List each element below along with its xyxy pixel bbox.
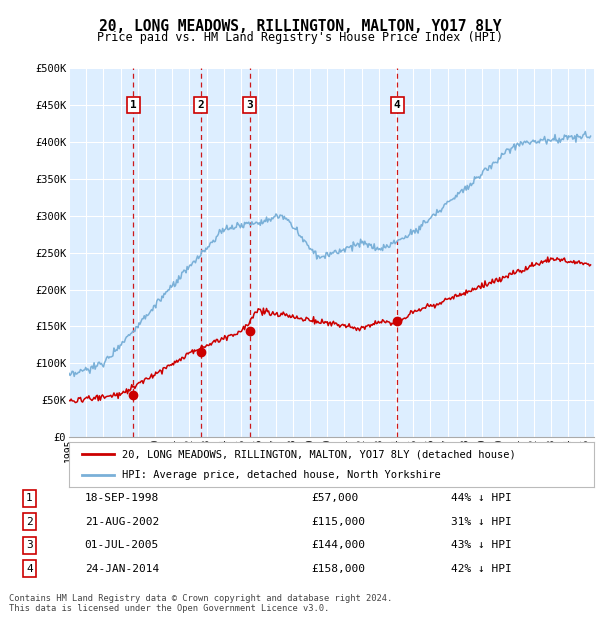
Text: 43% ↓ HPI: 43% ↓ HPI — [451, 540, 512, 550]
Text: Contains HM Land Registry data © Crown copyright and database right 2024.
This d: Contains HM Land Registry data © Crown c… — [9, 594, 392, 613]
Text: 20, LONG MEADOWS, RILLINGTON, MALTON, YO17 8LY (detached house): 20, LONG MEADOWS, RILLINGTON, MALTON, YO… — [121, 449, 515, 459]
Text: 2: 2 — [26, 516, 33, 527]
Text: 1: 1 — [130, 100, 136, 110]
Text: 18-SEP-1998: 18-SEP-1998 — [85, 493, 159, 503]
Text: £115,000: £115,000 — [311, 516, 365, 527]
Text: £57,000: £57,000 — [311, 493, 359, 503]
Text: 3: 3 — [247, 100, 253, 110]
Text: 01-JUL-2005: 01-JUL-2005 — [85, 540, 159, 550]
Text: Price paid vs. HM Land Registry's House Price Index (HPI): Price paid vs. HM Land Registry's House … — [97, 31, 503, 44]
Text: HPI: Average price, detached house, North Yorkshire: HPI: Average price, detached house, Nort… — [121, 469, 440, 480]
Text: 24-JAN-2014: 24-JAN-2014 — [85, 564, 159, 574]
Text: 44% ↓ HPI: 44% ↓ HPI — [451, 493, 512, 503]
Text: 20, LONG MEADOWS, RILLINGTON, MALTON, YO17 8LY: 20, LONG MEADOWS, RILLINGTON, MALTON, YO… — [99, 19, 501, 33]
Text: 1: 1 — [26, 493, 33, 503]
Text: £158,000: £158,000 — [311, 564, 365, 574]
Text: £144,000: £144,000 — [311, 540, 365, 550]
Text: 4: 4 — [394, 100, 401, 110]
Text: 3: 3 — [26, 540, 33, 550]
Text: 4: 4 — [26, 564, 33, 574]
Text: 21-AUG-2002: 21-AUG-2002 — [85, 516, 159, 527]
Text: 31% ↓ HPI: 31% ↓ HPI — [451, 516, 512, 527]
Text: 2: 2 — [197, 100, 204, 110]
Text: 42% ↓ HPI: 42% ↓ HPI — [451, 564, 512, 574]
